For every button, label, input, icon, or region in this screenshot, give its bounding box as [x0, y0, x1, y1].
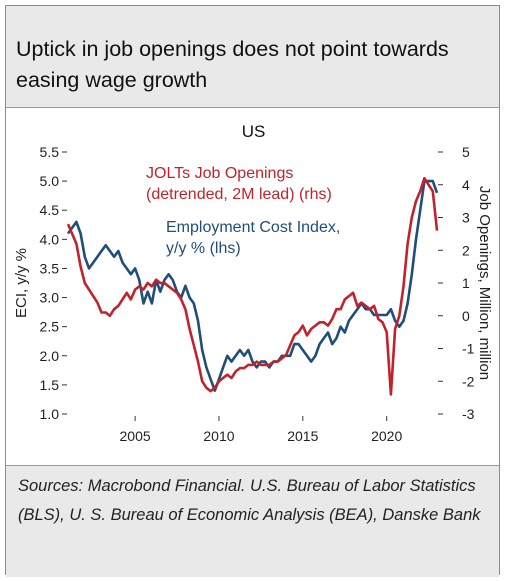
jolts-series-line	[66, 176, 439, 396]
y-right-tick-label: -2	[462, 373, 475, 389]
y-right-tick-label: 4	[462, 177, 470, 193]
y-right-tick-label: 3	[462, 210, 470, 226]
y-left-tick-label: 3.0	[40, 290, 60, 306]
source-banner: Sources: Macrobond Financial. U.S. Burea…	[6, 465, 499, 577]
sources-note: Sources: Macrobond Financial. U.S. Burea…	[18, 477, 481, 524]
y-left-tick-label: 5.0	[40, 173, 60, 189]
title-banner: Uptick in job openings does not point to…	[6, 6, 499, 108]
headline: Uptick in job openings does not point to…	[16, 37, 449, 92]
y-left-tick-label: 4.5	[40, 202, 60, 218]
y-right-tick-label: -3	[462, 406, 475, 422]
jolts-series-label: (detrended, 2M lead) (rhs)	[146, 186, 332, 203]
y-left-axis-label: ECI, y/y %	[13, 248, 30, 318]
eci-series-label: y/y % (lhs)	[166, 240, 241, 257]
jolts-series-label: JOLTs Job Openings	[146, 165, 293, 182]
dual-axis-line-chart: 1.0 1.5 2.0 2.5 3.0 3.5 4.0 4.5 5.0 5.5 -3 -2 -1 0 1 2 3…	[13, 144, 493, 444]
y-right-tick-label: 0	[462, 308, 470, 324]
y-right-tick-label: -1	[462, 341, 475, 357]
x-tick-label: 2005	[120, 428, 151, 444]
y-right-tick-label: 1	[462, 275, 470, 291]
x-tick-label: 2020	[371, 428, 402, 444]
y-right-tick-label: 2	[462, 242, 470, 258]
y-left-tick-label: 3.5	[40, 260, 60, 276]
eci-series-line	[66, 179, 439, 393]
chart-card: Uptick in job openings does not point to…	[5, 5, 500, 577]
x-tick-label: 2015	[287, 428, 318, 444]
y-left-tick-label: 1.5	[40, 377, 60, 393]
y-left-tick-label: 5.5	[40, 144, 60, 160]
y-left-tick-label: 1.0	[40, 406, 60, 422]
eci-series-label: Employment Cost Index,	[166, 219, 340, 236]
y-left-tick-label: 2.5	[40, 319, 60, 335]
y-right-axis-label: Job Openings, Million, million	[476, 186, 493, 380]
chart-title: US	[241, 122, 266, 141]
y-right-tick-label: 5	[462, 144, 470, 160]
y-left-tick-label: 2.0	[40, 348, 60, 364]
x-tick-label: 2010	[203, 428, 234, 444]
y-left-tick-label: 4.0	[40, 231, 60, 247]
